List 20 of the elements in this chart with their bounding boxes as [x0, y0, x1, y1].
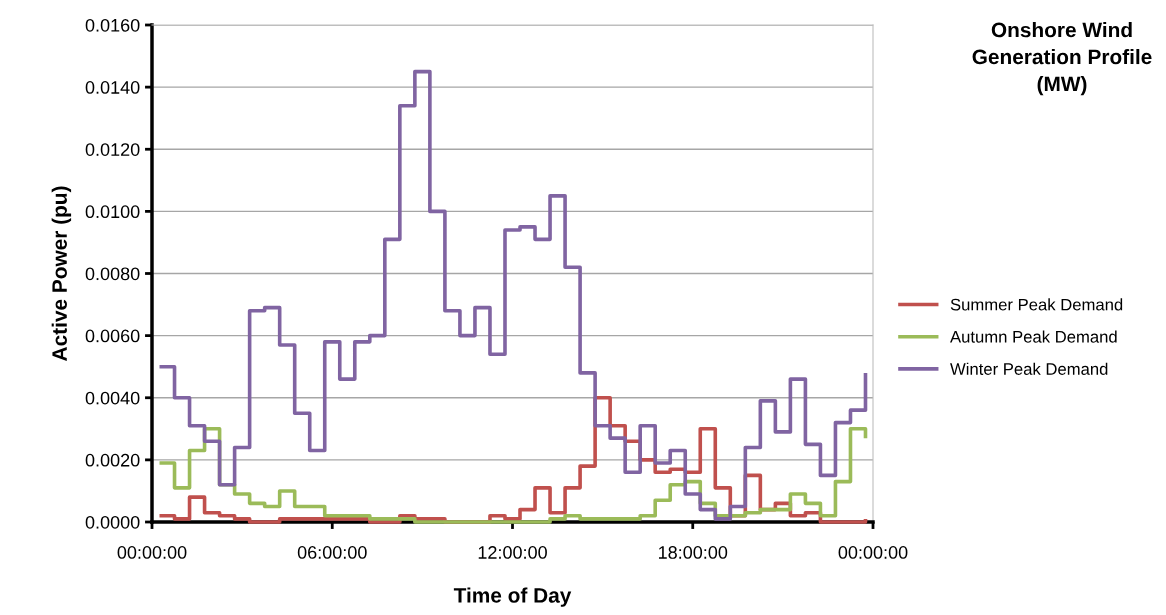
x-axis-title: Time of Day — [453, 587, 572, 607]
y-tick-label: 0.0020 — [85, 453, 140, 467]
legend-label: Summer Peak Demand — [950, 298, 1123, 311]
x-tick-label: 18:00:00 — [658, 546, 728, 559]
y-tick-label: 0.0100 — [85, 205, 140, 219]
x-tick-label: 06:00:00 — [297, 546, 367, 559]
x-tick-label: 00:00:00 — [117, 546, 187, 559]
legend-label: Winter Peak Demand — [950, 362, 1108, 375]
y-tick-label: 0.0000 — [85, 515, 140, 529]
y-tick-label: 0.0160 — [85, 18, 140, 32]
y-tick-label: 0.0040 — [85, 391, 140, 405]
y-tick-label: 0.0120 — [85, 143, 140, 156]
x-tick-label: 12:00:00 — [478, 546, 547, 559]
legend-label: Autumn Peak Demand — [950, 330, 1117, 343]
y-axis-title: Active Power (pu) — [51, 186, 72, 361]
y-tick-label: 0.0060 — [85, 329, 140, 343]
text: Onshore Wind Generation Profile (MW) — [972, 22, 1152, 96]
y-tick-label: 0.0080 — [85, 267, 140, 281]
x-tick-label: 00:00:00 — [838, 546, 908, 559]
y-tick-label: 0.0140 — [85, 81, 140, 94]
